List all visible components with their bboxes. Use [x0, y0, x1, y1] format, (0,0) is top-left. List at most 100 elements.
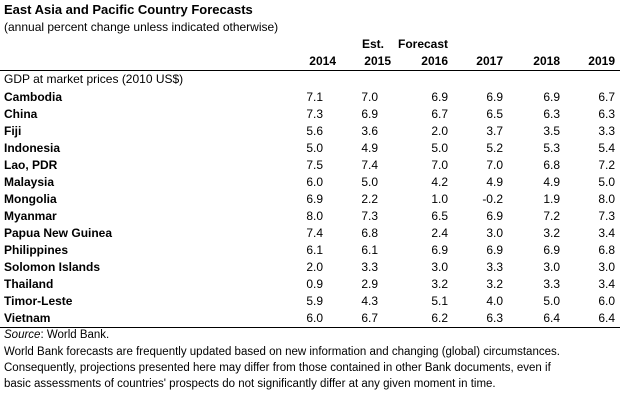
value-cell: 7.0 — [431, 158, 448, 172]
value-cell: 3.2 — [486, 277, 503, 291]
country-name: Thailand — [4, 277, 54, 291]
value-cell: 4.9 — [486, 175, 503, 189]
value-cell: 3.3 — [598, 124, 615, 138]
header-divider — [0, 70, 620, 71]
value-cell: 6.9 — [486, 243, 503, 257]
year-2017: 2017 — [476, 54, 503, 68]
country-name: Fiji — [4, 124, 22, 138]
value-cell: 1.0 — [431, 192, 448, 206]
value-cell: 6.9 — [431, 90, 448, 104]
value-cell: 6.1 — [306, 243, 323, 257]
value-cell: 5.2 — [486, 141, 503, 155]
value-cell: 6.5 — [486, 107, 503, 121]
country-name: Cambodia — [4, 90, 63, 104]
table-row: China 7.3 6.9 6.7 6.5 6.3 6.3 — [0, 107, 620, 124]
value-cell: 6.3 — [543, 107, 560, 121]
value-cell: 3.3 — [543, 277, 560, 291]
value-cell: 6.2 — [431, 311, 448, 325]
value-cell: 2.0 — [306, 260, 323, 274]
country-name: Indonesia — [4, 141, 61, 155]
value-cell: 3.4 — [598, 277, 615, 291]
footnote-line: basic assessments of countries' prospect… — [4, 378, 496, 390]
country-name: Papua New Guinea — [4, 226, 113, 240]
value-cell: 5.0 — [598, 175, 615, 189]
value-cell: 4.0 — [486, 294, 503, 308]
value-cell: 6.3 — [598, 107, 615, 121]
value-cell: 5.0 — [543, 294, 560, 308]
value-cell: 7.4 — [361, 158, 378, 172]
value-cell: 7.2 — [598, 158, 615, 172]
value-cell: 3.0 — [543, 260, 560, 274]
value-cell: 3.0 — [431, 260, 448, 274]
value-cell: 8.0 — [598, 192, 615, 206]
value-cell: 6.0 — [598, 294, 615, 308]
forecast-header: Forecast — [398, 37, 449, 51]
table-row: Cambodia 7.1 7.0 6.9 6.9 6.9 6.7 — [0, 90, 620, 107]
value-cell: 5.9 — [306, 294, 323, 308]
table-subtitle: (annual percent change unless indicated … — [4, 20, 279, 34]
value-cell: 2.9 — [361, 277, 378, 291]
country-name: Timor-Leste — [4, 294, 73, 308]
value-cell: 6.3 — [486, 311, 503, 325]
value-cell: 3.0 — [598, 260, 615, 274]
footnote-line: World Bank forecasts are frequently upda… — [4, 346, 560, 358]
value-cell: 4.9 — [543, 175, 560, 189]
value-cell: 2.0 — [431, 124, 448, 138]
table-row: Thailand 0.9 2.9 3.2 3.2 3.3 3.4 — [0, 277, 620, 294]
table-row: Timor-Leste 5.9 4.3 5.1 4.0 5.0 6.0 — [0, 294, 620, 311]
value-cell: 6.8 — [543, 158, 560, 172]
country-name: Myanmar — [4, 209, 57, 223]
value-cell: 7.3 — [598, 209, 615, 223]
value-cell: 6.9 — [431, 243, 448, 257]
country-name: Philippines — [4, 243, 69, 257]
table-title: East Asia and Pacific Country Forecasts — [4, 2, 253, 17]
value-cell: 6.4 — [543, 311, 560, 325]
value-cell: 7.0 — [361, 90, 378, 104]
value-cell: 5.4 — [598, 141, 615, 155]
value-cell: 3.4 — [598, 226, 615, 240]
value-cell: 7.3 — [306, 107, 323, 121]
table-row: Indonesia 5.0 4.9 5.0 5.2 5.3 5.4 — [0, 141, 620, 158]
source-text: : World Bank. — [40, 329, 110, 341]
value-cell: 6.4 — [598, 311, 615, 325]
year-2015: 2015 — [364, 54, 391, 68]
value-cell: 6.0 — [306, 311, 323, 325]
value-cell: 4.9 — [361, 141, 378, 155]
value-cell: 7.3 — [361, 209, 378, 223]
value-cell: 7.1 — [306, 90, 323, 104]
value-cell: 6.8 — [598, 243, 615, 257]
country-name: Vietnam — [4, 311, 51, 325]
table-row: Lao, PDR 7.5 7.4 7.0 7.0 6.8 7.2 — [0, 158, 620, 175]
value-cell: 8.0 — [306, 209, 323, 223]
value-cell: 7.2 — [543, 209, 560, 223]
value-cell: 3.0 — [486, 226, 503, 240]
value-cell: 3.7 — [486, 124, 503, 138]
value-cell: 7.5 — [306, 158, 323, 172]
value-cell: 3.5 — [543, 124, 560, 138]
value-cell: 6.9 — [306, 192, 323, 206]
value-cell: 1.9 — [543, 192, 560, 206]
table-row: Malaysia 6.0 5.0 4.2 4.9 4.9 5.0 — [0, 175, 620, 192]
est-header: Est. — [362, 37, 385, 51]
value-cell: 6.7 — [361, 311, 378, 325]
value-cell: 4.3 — [361, 294, 378, 308]
country-name: China — [4, 107, 38, 121]
year-2019: 2019 — [588, 54, 615, 68]
source-label: Source — [4, 329, 41, 341]
footnote-line: Consequently, projections presented here… — [4, 362, 551, 374]
value-cell: 6.9 — [486, 90, 503, 104]
value-cell: 6.0 — [306, 175, 323, 189]
value-cell: 4.2 — [431, 175, 448, 189]
value-cell: 7.0 — [486, 158, 503, 172]
country-name: Solomon Islands — [4, 260, 101, 274]
value-cell: 5.3 — [543, 141, 560, 155]
value-cell: 6.1 — [361, 243, 378, 257]
value-cell: 7.4 — [306, 226, 323, 240]
value-cell: 3.3 — [361, 260, 378, 274]
table-row: Solomon Islands 2.0 3.3 3.0 3.3 3.0 3.0 — [0, 260, 620, 277]
value-cell: 2.4 — [431, 226, 448, 240]
value-cell: 6.9 — [486, 209, 503, 223]
value-cell: 5.0 — [431, 141, 448, 155]
value-cell: 3.2 — [431, 277, 448, 291]
value-cell: 6.7 — [598, 90, 615, 104]
